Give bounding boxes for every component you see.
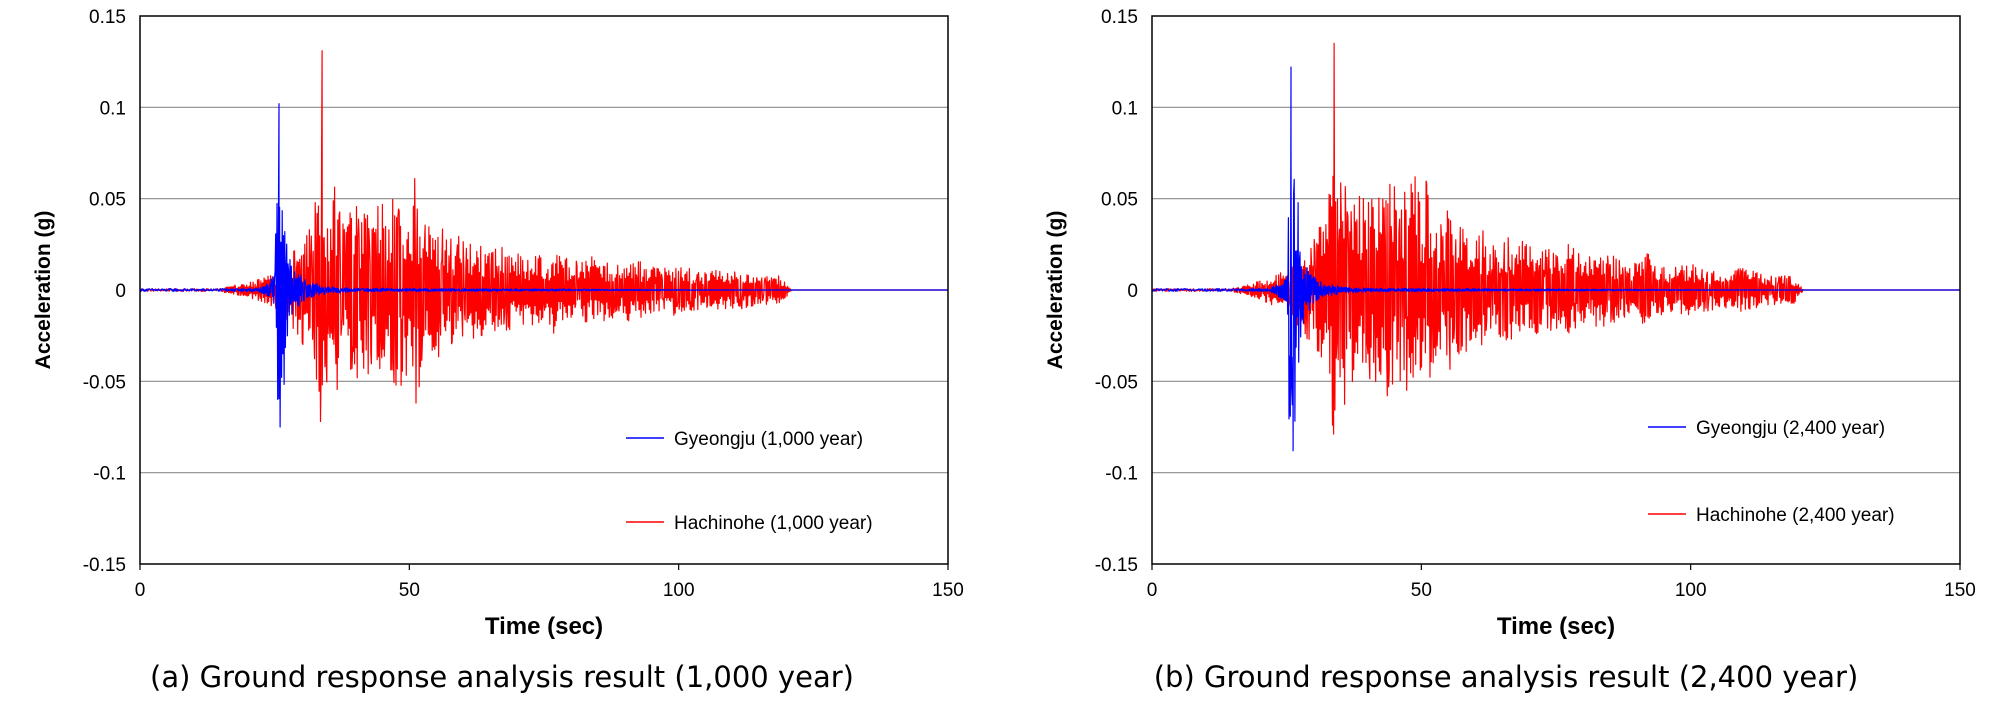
- x-tick-label: 100: [663, 580, 695, 601]
- chart-b-svg: 0.15 0.1 0.05 0 -0.05 -0.1 -0.15 0 50 100 150 Acce…: [1044, 7, 1976, 640]
- series-b: [1151, 42, 1960, 452]
- series-line-hachinohe: [1151, 42, 1960, 435]
- ticks-b: 0.15 0.1 0.05 0 -0.05 -0.1 -0.15 0 50 100 150: [1095, 7, 1976, 601]
- series-line-gyeongju: [139, 103, 948, 428]
- y-axis-label: Acceleration (g): [1044, 211, 1067, 370]
- chart-a-svg: 0.15 0.1 0.05 0 -0.05 -0.1 -0.15 0 50 100 150 Acce…: [32, 7, 964, 640]
- y-tick-label: 0.1: [100, 98, 126, 119]
- series-a: [139, 50, 948, 428]
- x-tick-label: 150: [932, 580, 964, 601]
- y-tick-label: -0.15: [1095, 555, 1138, 576]
- plot-frame-b: [1151, 15, 1961, 565]
- plot-frame-a: [139, 15, 949, 565]
- x-tick-label: 150: [1944, 580, 1976, 601]
- y-tick-label: -0.1: [1105, 464, 1138, 485]
- y-tick-label: 0: [1127, 281, 1138, 302]
- x-tick-label: 0: [1147, 580, 1158, 601]
- y-tick-label: -0.15: [83, 555, 126, 576]
- y-tick-label: 0.05: [1101, 190, 1138, 211]
- x-tick-label: 0: [135, 580, 146, 601]
- caption-a: (a) Ground response analysis result (1,0…: [150, 660, 854, 694]
- legend-label-gyeongju: Gyeongju (1,000 year): [674, 429, 863, 450]
- ticks-a: 0.15 0.1 0.05 0 -0.05 -0.1 -0.15 0 50 100 150: [83, 7, 964, 601]
- series-line-gyeongju: [1151, 66, 1960, 452]
- chart-panel-b: 0.15 0.1 0.05 0 -0.05 -0.1 -0.15 0 50 100 150 Acce…: [1004, 0, 2008, 703]
- y-axis-label: Acceleration (g): [32, 211, 55, 370]
- x-tick-label: 50: [1411, 580, 1432, 601]
- legend-label-gyeongju: Gyeongju (2,400 year): [1696, 418, 1885, 439]
- x-tick-label: 100: [1675, 580, 1707, 601]
- legend-b: Gyeongju (2,400 year) Hachinohe (2,400 y…: [1648, 418, 1895, 526]
- caption-b: (b) Ground response analysis result (2,4…: [1153, 660, 1859, 694]
- y-tick-label: 0.15: [1101, 7, 1138, 28]
- y-tick-label: 0.1: [1112, 98, 1138, 119]
- y-tick-label: -0.05: [1095, 372, 1138, 393]
- series-line-hachinohe: [139, 50, 948, 423]
- y-tick-label: 0.15: [89, 7, 126, 28]
- x-tick-label: 50: [399, 580, 420, 601]
- x-axis-label: Time (sec): [485, 613, 603, 640]
- y-tick-label: -0.1: [93, 464, 126, 485]
- y-tick-label: 0.05: [89, 190, 126, 211]
- legend-label-hachinohe: Hachinohe (1,000 year): [674, 513, 873, 534]
- x-axis-label: Time (sec): [1497, 613, 1615, 640]
- y-tick-label: -0.05: [83, 372, 126, 393]
- legend-a: Gyeongju (1,000 year) Hachinohe (1,000 y…: [626, 429, 873, 534]
- y-tick-label: 0: [115, 281, 126, 302]
- chart-panel-a: 0.15 0.1 0.05 0 -0.05 -0.1 -0.15 0 50 100 150 Acce…: [32, 7, 964, 694]
- legend-label-hachinohe: Hachinohe (2,400 year): [1696, 505, 1895, 526]
